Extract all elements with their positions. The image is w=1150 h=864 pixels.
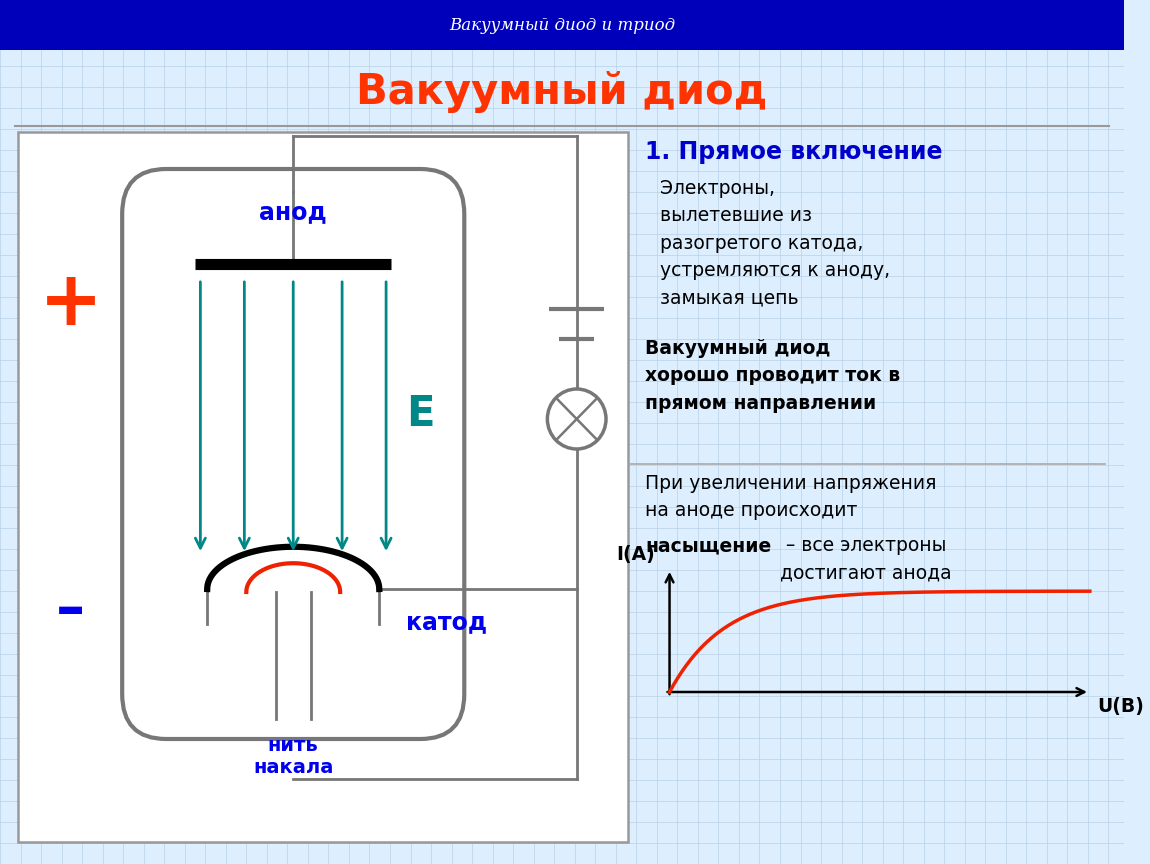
Text: Вакуумный диод
хорошо проводит ток в
прямом направлении: Вакуумный диод хорошо проводит ток в пря… bbox=[645, 339, 900, 412]
Text: 1. Прямое включение: 1. Прямое включение bbox=[645, 140, 943, 164]
Text: – все электроны
достигают анода: – все электроны достигают анода bbox=[780, 536, 951, 582]
Text: Вакуумный диод и триод: Вакуумный диод и триод bbox=[448, 16, 675, 34]
Circle shape bbox=[547, 389, 606, 449]
Text: I(А): I(А) bbox=[616, 545, 654, 564]
Bar bbox=[0, 0, 1124, 50]
Text: U(В): U(В) bbox=[1097, 697, 1144, 716]
Text: Вакуумный диод: Вакуумный диод bbox=[356, 71, 768, 113]
FancyBboxPatch shape bbox=[122, 169, 465, 739]
Text: анод: анод bbox=[260, 200, 327, 224]
Text: насыщение: насыщение bbox=[645, 536, 772, 555]
Text: При увеличении напряжения
на аноде происходит: При увеличении напряжения на аноде проис… bbox=[645, 474, 936, 520]
Text: катод: катод bbox=[406, 610, 486, 634]
Text: Электроны,
вылетевшие из
разогретого катода,
устремляются к аноду,
замыкая цепь: Электроны, вылетевшие из разогретого кат… bbox=[660, 179, 890, 307]
Text: –: – bbox=[56, 581, 85, 638]
Text: Е: Е bbox=[406, 393, 435, 435]
Bar bbox=[17, 132, 629, 842]
Text: нить
накала: нить накала bbox=[253, 736, 334, 777]
Text: +: + bbox=[38, 267, 102, 341]
